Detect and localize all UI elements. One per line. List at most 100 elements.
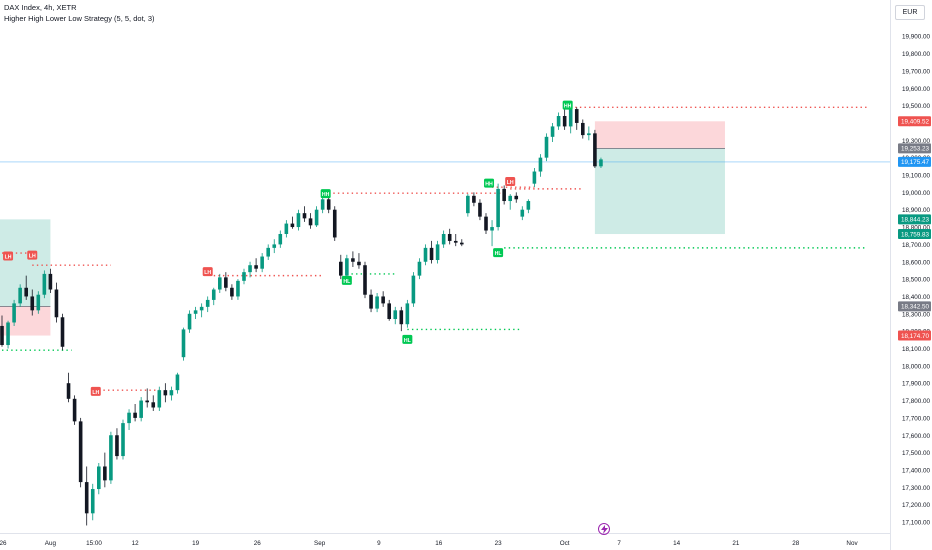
candle-body bbox=[544, 136, 549, 158]
candle-body bbox=[224, 277, 228, 288]
candle-body bbox=[502, 188, 506, 202]
price-tick-label: 18,000.00 bbox=[902, 363, 931, 370]
price-tick-label: 19,000.00 bbox=[902, 190, 931, 197]
candle-body bbox=[145, 400, 149, 403]
candle-body bbox=[556, 116, 561, 127]
candle-body bbox=[393, 310, 398, 320]
price-tick-label: 17,300.00 bbox=[902, 485, 931, 492]
candle-body bbox=[175, 374, 180, 391]
candle-body bbox=[599, 159, 603, 167]
candle-body bbox=[97, 466, 101, 490]
candle-body bbox=[593, 133, 597, 167]
candle-body bbox=[242, 272, 246, 281]
price-tag bbox=[898, 156, 931, 167]
candle-body bbox=[574, 109, 579, 123]
price-tick-label: 19,800.00 bbox=[902, 51, 931, 58]
price-tick-label: 17,900.00 bbox=[902, 381, 931, 388]
candle-body bbox=[411, 275, 416, 304]
time-tick-label: Nov bbox=[846, 540, 858, 547]
time-tick-label: 7 bbox=[617, 540, 621, 547]
candle-body bbox=[272, 244, 277, 248]
price-tick-label: 17,100.00 bbox=[902, 520, 931, 527]
price-tag bbox=[898, 330, 931, 341]
swing-label: LH bbox=[204, 270, 211, 276]
time-tick-label: 26 bbox=[254, 540, 262, 547]
currency-button[interactable]: EUR bbox=[895, 5, 925, 20]
price-tick-label: 17,400.00 bbox=[902, 467, 931, 474]
candle-body bbox=[199, 306, 204, 311]
candle-body bbox=[484, 216, 488, 231]
price-tick-label: 17,700.00 bbox=[902, 415, 931, 422]
indicator-title[interactable]: Higher High Lower Low Strategy (5, 5, do… bbox=[4, 14, 155, 23]
candle-body bbox=[0, 325, 4, 346]
candle-body bbox=[296, 213, 301, 228]
candle-body bbox=[460, 242, 464, 245]
swing-label-box bbox=[402, 334, 413, 344]
candle-body bbox=[345, 258, 349, 276]
candle-body bbox=[423, 247, 428, 262]
candle-body bbox=[205, 299, 210, 307]
candle-body bbox=[24, 287, 28, 297]
candle-body bbox=[236, 280, 240, 297]
candle-body bbox=[496, 188, 500, 228]
candle-body bbox=[211, 289, 216, 300]
swing-label-box bbox=[562, 100, 573, 110]
lightning-icon[interactable] bbox=[598, 523, 610, 535]
candle-body bbox=[405, 303, 410, 325]
candle-body bbox=[66, 383, 71, 399]
candle-body bbox=[248, 265, 252, 273]
price-tick-label: 17,600.00 bbox=[902, 433, 931, 440]
candle-body bbox=[435, 244, 440, 261]
candle-body bbox=[187, 313, 192, 330]
candle-body bbox=[133, 412, 137, 418]
price-tag-label: 18,342.50 bbox=[901, 304, 930, 311]
candle-body bbox=[169, 390, 174, 396]
swing-label: LH bbox=[5, 255, 12, 261]
candle-body bbox=[520, 209, 525, 217]
swing-label-box bbox=[484, 178, 495, 188]
candle-body bbox=[375, 296, 379, 309]
candle-body bbox=[54, 289, 59, 318]
candle-body bbox=[121, 423, 125, 457]
time-tick-label: 15:00 bbox=[86, 540, 102, 547]
swing-label-box bbox=[493, 248, 504, 258]
candle-body bbox=[103, 466, 107, 481]
time-tick-label: Aug bbox=[45, 540, 57, 547]
candle-body bbox=[157, 390, 162, 408]
candle-body bbox=[60, 317, 65, 347]
candle-body bbox=[351, 258, 355, 262]
candle-body bbox=[278, 233, 283, 245]
candle-body bbox=[326, 199, 331, 210]
candle-body bbox=[84, 482, 89, 514]
candle-body bbox=[72, 398, 77, 422]
price-tick-label: 18,300.00 bbox=[902, 311, 931, 318]
price-tick-label: 19,100.00 bbox=[902, 173, 931, 180]
price-tag bbox=[898, 301, 931, 312]
candle-body bbox=[466, 195, 470, 214]
time-tick-label: 26 bbox=[0, 540, 7, 547]
symbol-title[interactable]: DAX Index, 4h, XETR bbox=[4, 3, 77, 12]
swing-label-box bbox=[505, 176, 516, 186]
candle-body bbox=[127, 412, 131, 424]
swing-label: HL bbox=[404, 338, 412, 344]
price-tick-label: 18,800.00 bbox=[902, 225, 931, 232]
candle-body bbox=[369, 294, 373, 309]
candle-body bbox=[18, 287, 22, 304]
swing-label-box bbox=[90, 386, 101, 396]
swing-label: HH bbox=[564, 104, 572, 110]
price-tick-label: 17,200.00 bbox=[902, 502, 931, 509]
candle-body bbox=[230, 287, 234, 297]
candle-body bbox=[514, 195, 519, 200]
candle-body bbox=[90, 489, 95, 514]
candle-body bbox=[320, 199, 325, 210]
price-tick-label: 18,400.00 bbox=[902, 294, 931, 301]
candle-body bbox=[151, 402, 156, 408]
position-target-zone bbox=[594, 148, 725, 235]
candle-body bbox=[581, 122, 585, 136]
swing-label: LH bbox=[92, 390, 99, 396]
swing-label-box bbox=[320, 189, 331, 199]
candle-body bbox=[302, 213, 307, 219]
swing-label: HL bbox=[343, 279, 351, 285]
time-tick-label: 14 bbox=[673, 540, 681, 547]
